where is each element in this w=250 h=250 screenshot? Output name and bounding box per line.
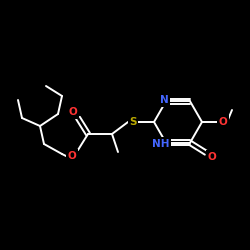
Text: S: S (129, 117, 137, 127)
Text: O: O (68, 107, 78, 117)
Text: O: O (68, 151, 76, 161)
Text: O: O (218, 117, 228, 127)
Text: N: N (160, 95, 168, 105)
Text: NH: NH (152, 139, 170, 149)
Text: O: O (208, 152, 216, 162)
